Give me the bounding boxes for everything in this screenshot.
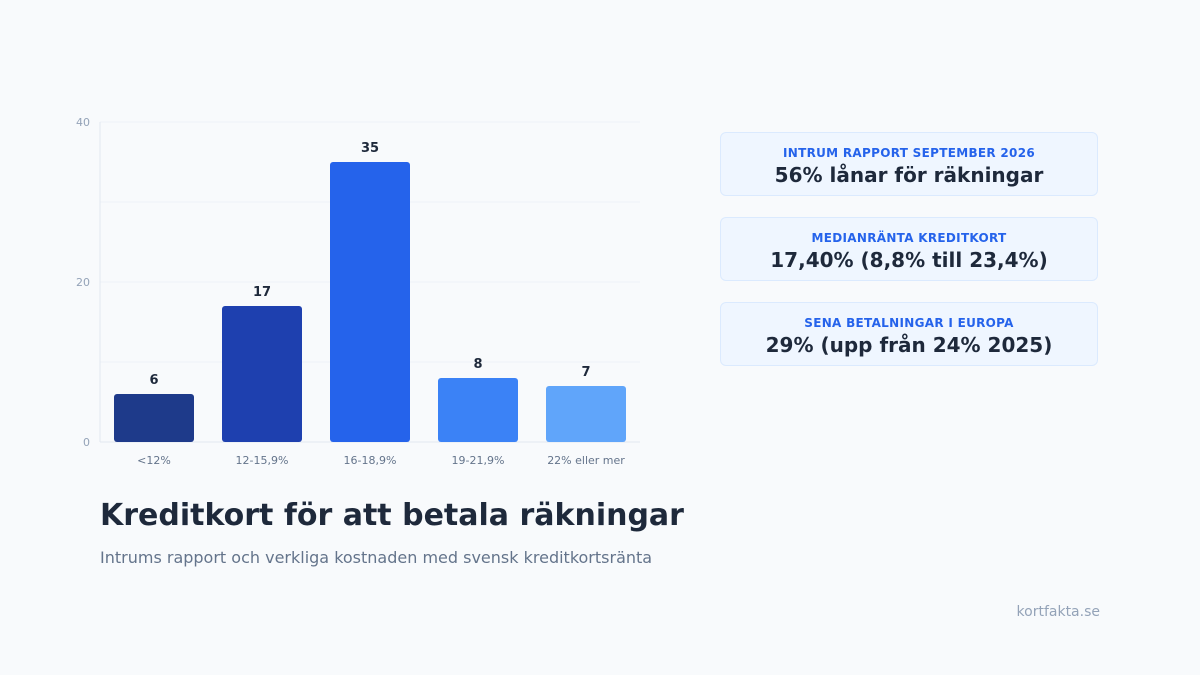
stat-card-median-rate: MEDIANRÄNTA KREDITKORT 17,40% (8,8% till…: [720, 217, 1098, 281]
data-label: 17: [253, 285, 271, 300]
bar: [222, 306, 302, 442]
stat-value: 17,40% (8,8% till 23,4%): [770, 248, 1048, 272]
stat-card-late-payments: SENA BETALNINGAR I EUROPA 29% (upp från …: [720, 302, 1098, 366]
page-title: Kreditkort för att betala räkningar: [100, 498, 684, 533]
bar: [114, 394, 194, 442]
x-tick-label: 12-15,9%: [236, 454, 289, 467]
source-link[interactable]: kortfakta.se: [1016, 604, 1100, 620]
stat-value: 56% lånar för räkningar: [774, 163, 1044, 187]
stat-label: INTRUM RAPPORT SEPTEMBER 2026: [783, 146, 1035, 160]
y-tick-label: 0: [83, 436, 90, 449]
y-tick-label: 20: [76, 276, 90, 289]
data-label: 6: [149, 373, 158, 388]
y-tick-label: 40: [76, 116, 90, 129]
data-label: 8: [473, 357, 482, 372]
page-subtitle: Intrums rapport och verkliga kostnaden m…: [100, 548, 653, 567]
stat-label: MEDIANRÄNTA KREDITKORT: [811, 231, 1007, 245]
x-tick-label: 16-18,9%: [344, 454, 397, 467]
stat-label: SENA BETALNINGAR I EUROPA: [804, 316, 1014, 330]
data-label: 35: [361, 141, 379, 156]
bar: [546, 386, 626, 442]
bar: [438, 378, 518, 442]
stat-card-intrum: INTRUM RAPPORT SEPTEMBER 2026 56% lånar …: [720, 132, 1098, 196]
bar-chart: 0 20 40 6 <12% 17 12-15,9% 35 16-18,9% 8 19-21,9% 7…: [76, 116, 640, 467]
bar: [330, 162, 410, 442]
stat-value: 29% (upp från 24% 2025): [765, 333, 1053, 357]
x-tick-label: 22% eller mer: [547, 454, 625, 467]
data-label: 7: [581, 365, 590, 380]
x-tick-label: <12%: [137, 454, 171, 467]
x-tick-label: 19-21,9%: [452, 454, 505, 467]
